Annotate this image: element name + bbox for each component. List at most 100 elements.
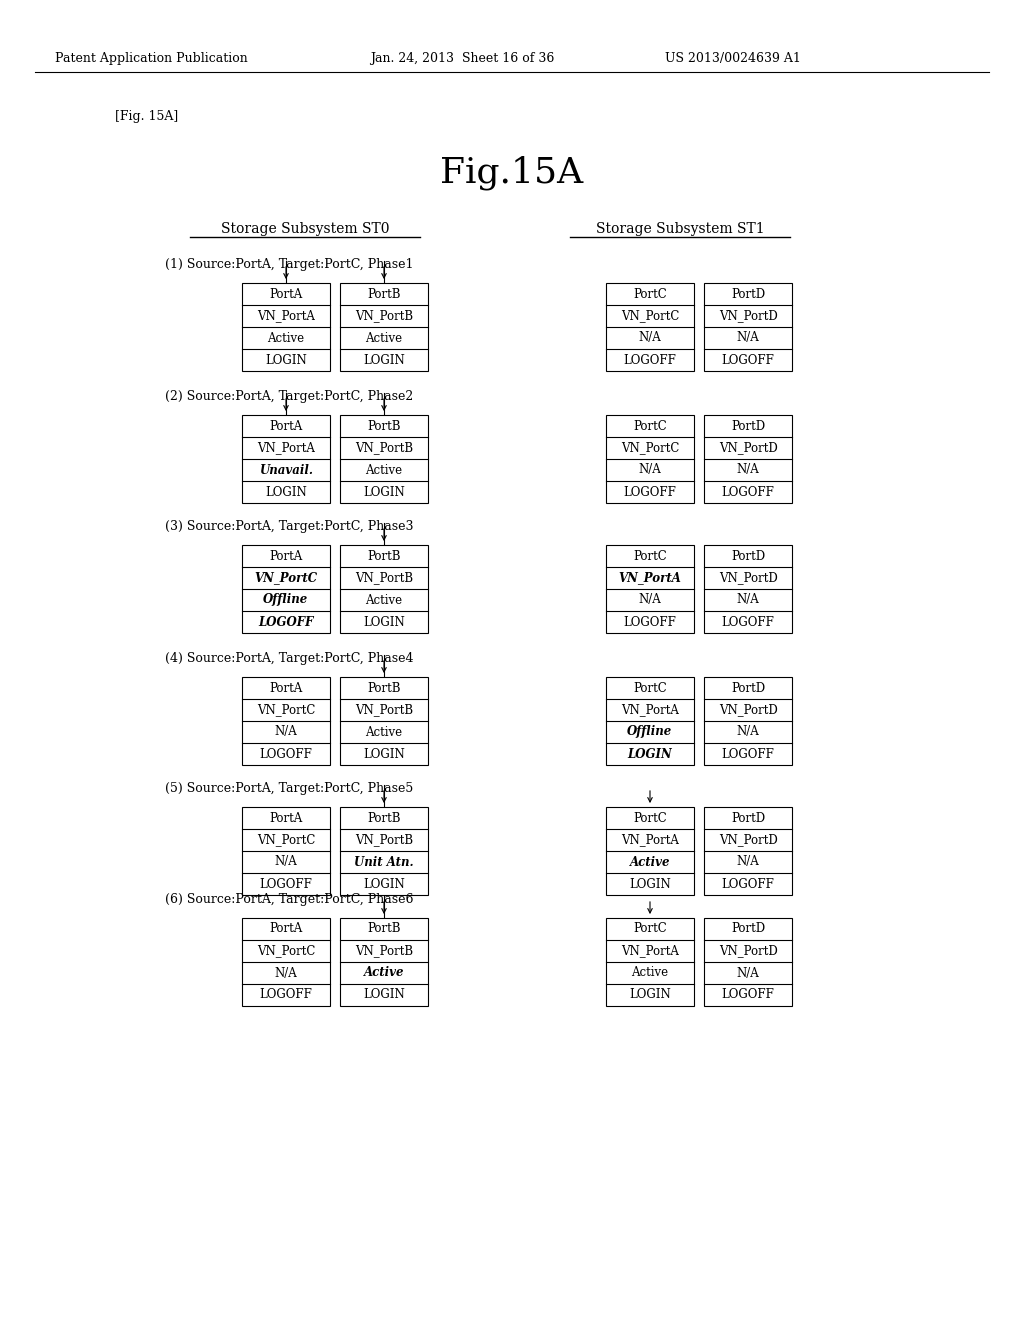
Text: VN_PortC: VN_PortC (621, 441, 679, 454)
Text: PortD: PortD (731, 549, 765, 562)
Text: LOGIN: LOGIN (364, 747, 404, 760)
Text: VN_PortD: VN_PortD (719, 441, 777, 454)
Text: PortC: PortC (633, 549, 667, 562)
Text: VN_PortC: VN_PortC (254, 572, 317, 585)
Bar (340, 414, 428, 503)
Text: PortB: PortB (368, 420, 400, 433)
Text: LOGOFF: LOGOFF (624, 615, 677, 628)
Text: PortD: PortD (731, 681, 765, 694)
Text: VN_PortA: VN_PortA (257, 441, 315, 454)
Text: Active: Active (366, 331, 402, 345)
Bar (242, 807, 330, 895)
Text: Active: Active (366, 726, 402, 738)
Text: VN_PortC: VN_PortC (257, 704, 315, 717)
Text: LOGOFF: LOGOFF (258, 615, 313, 628)
Text: Storage Subsystem ST0: Storage Subsystem ST0 (221, 222, 389, 236)
Text: LOGIN: LOGIN (265, 486, 307, 499)
Text: LOGIN: LOGIN (629, 878, 671, 891)
Bar (606, 677, 694, 766)
Bar (242, 282, 330, 371)
Text: Active: Active (630, 855, 671, 869)
Text: LOGOFF: LOGOFF (722, 354, 774, 367)
Text: Unavail.: Unavail. (259, 463, 313, 477)
Text: (5) Source:PortA, Target:PortC, Phase5: (5) Source:PortA, Target:PortC, Phase5 (165, 781, 414, 795)
Bar (242, 414, 330, 503)
Text: PortC: PortC (633, 288, 667, 301)
Text: PortD: PortD (731, 420, 765, 433)
Text: Offline: Offline (628, 726, 673, 738)
Bar (606, 917, 694, 1006)
Text: LOGIN: LOGIN (364, 615, 404, 628)
Text: PortA: PortA (269, 420, 303, 433)
Text: LOGIN: LOGIN (629, 989, 671, 1002)
Text: LOGOFF: LOGOFF (259, 989, 312, 1002)
Text: VN_PortD: VN_PortD (719, 945, 777, 957)
Bar (705, 414, 792, 503)
Text: PortA: PortA (269, 923, 303, 936)
Text: Patent Application Publication: Patent Application Publication (55, 51, 248, 65)
Text: VN_PortD: VN_PortD (719, 309, 777, 322)
Text: PortD: PortD (731, 812, 765, 825)
Text: US 2013/0024639 A1: US 2013/0024639 A1 (665, 51, 801, 65)
Text: LOGOFF: LOGOFF (722, 878, 774, 891)
Text: LOGIN: LOGIN (364, 354, 404, 367)
Text: VN_PortC: VN_PortC (621, 309, 679, 322)
Bar (705, 677, 792, 766)
Text: LOGOFF: LOGOFF (259, 747, 312, 760)
Bar (606, 807, 694, 895)
Bar (705, 282, 792, 371)
Text: LOGOFF: LOGOFF (722, 989, 774, 1002)
Text: N/A: N/A (736, 726, 760, 738)
Text: (6) Source:PortA, Target:PortC, Phase6: (6) Source:PortA, Target:PortC, Phase6 (165, 894, 414, 906)
Bar (606, 414, 694, 503)
Text: Active: Active (364, 966, 404, 979)
Bar (242, 917, 330, 1006)
Text: LOGOFF: LOGOFF (722, 615, 774, 628)
Text: (1) Source:PortA, Target:PortC, Phase1: (1) Source:PortA, Target:PortC, Phase1 (165, 257, 414, 271)
Text: (2) Source:PortA, Target:PortC, Phase2: (2) Source:PortA, Target:PortC, Phase2 (165, 389, 414, 403)
Text: PortC: PortC (633, 681, 667, 694)
Text: VN_PortB: VN_PortB (355, 945, 413, 957)
Text: PortC: PortC (633, 812, 667, 825)
Text: VN_PortA: VN_PortA (622, 945, 679, 957)
Text: VN_PortA: VN_PortA (257, 309, 315, 322)
Text: (3) Source:PortA, Target:PortC, Phase3: (3) Source:PortA, Target:PortC, Phase3 (165, 520, 414, 533)
Text: Unit Atn.: Unit Atn. (354, 855, 414, 869)
Bar (606, 545, 694, 634)
Text: VN_PortA: VN_PortA (622, 833, 679, 846)
Text: Jan. 24, 2013  Sheet 16 of 36: Jan. 24, 2013 Sheet 16 of 36 (370, 51, 554, 65)
Text: N/A: N/A (736, 966, 760, 979)
Bar (242, 545, 330, 634)
Bar (242, 677, 330, 766)
Text: N/A: N/A (274, 966, 297, 979)
Text: LOGOFF: LOGOFF (722, 486, 774, 499)
Text: PortA: PortA (269, 812, 303, 825)
Text: Active: Active (632, 966, 669, 979)
Text: N/A: N/A (736, 855, 760, 869)
Text: LOGOFF: LOGOFF (722, 747, 774, 760)
Text: PortA: PortA (269, 288, 303, 301)
Text: PortA: PortA (269, 549, 303, 562)
Bar (340, 917, 428, 1006)
Text: Fig.15A: Fig.15A (440, 154, 584, 190)
Text: PortD: PortD (731, 288, 765, 301)
Bar (340, 282, 428, 371)
Bar (705, 545, 792, 634)
Text: PortB: PortB (368, 923, 400, 936)
Text: VN_PortD: VN_PortD (719, 572, 777, 585)
Text: PortC: PortC (633, 923, 667, 936)
Text: (4) Source:PortA, Target:PortC, Phase4: (4) Source:PortA, Target:PortC, Phase4 (165, 652, 414, 665)
Text: VN_PortA: VN_PortA (622, 704, 679, 717)
Text: VN_PortC: VN_PortC (257, 833, 315, 846)
Text: Active: Active (366, 594, 402, 606)
Text: VN_PortD: VN_PortD (719, 704, 777, 717)
Bar (340, 545, 428, 634)
Text: N/A: N/A (639, 331, 662, 345)
Text: VN_PortB: VN_PortB (355, 704, 413, 717)
Text: LOGOFF: LOGOFF (624, 354, 677, 367)
Text: VN_PortB: VN_PortB (355, 441, 413, 454)
Text: LOGIN: LOGIN (265, 354, 307, 367)
Text: PortB: PortB (368, 681, 400, 694)
Text: Active: Active (267, 331, 304, 345)
Text: Active: Active (366, 463, 402, 477)
